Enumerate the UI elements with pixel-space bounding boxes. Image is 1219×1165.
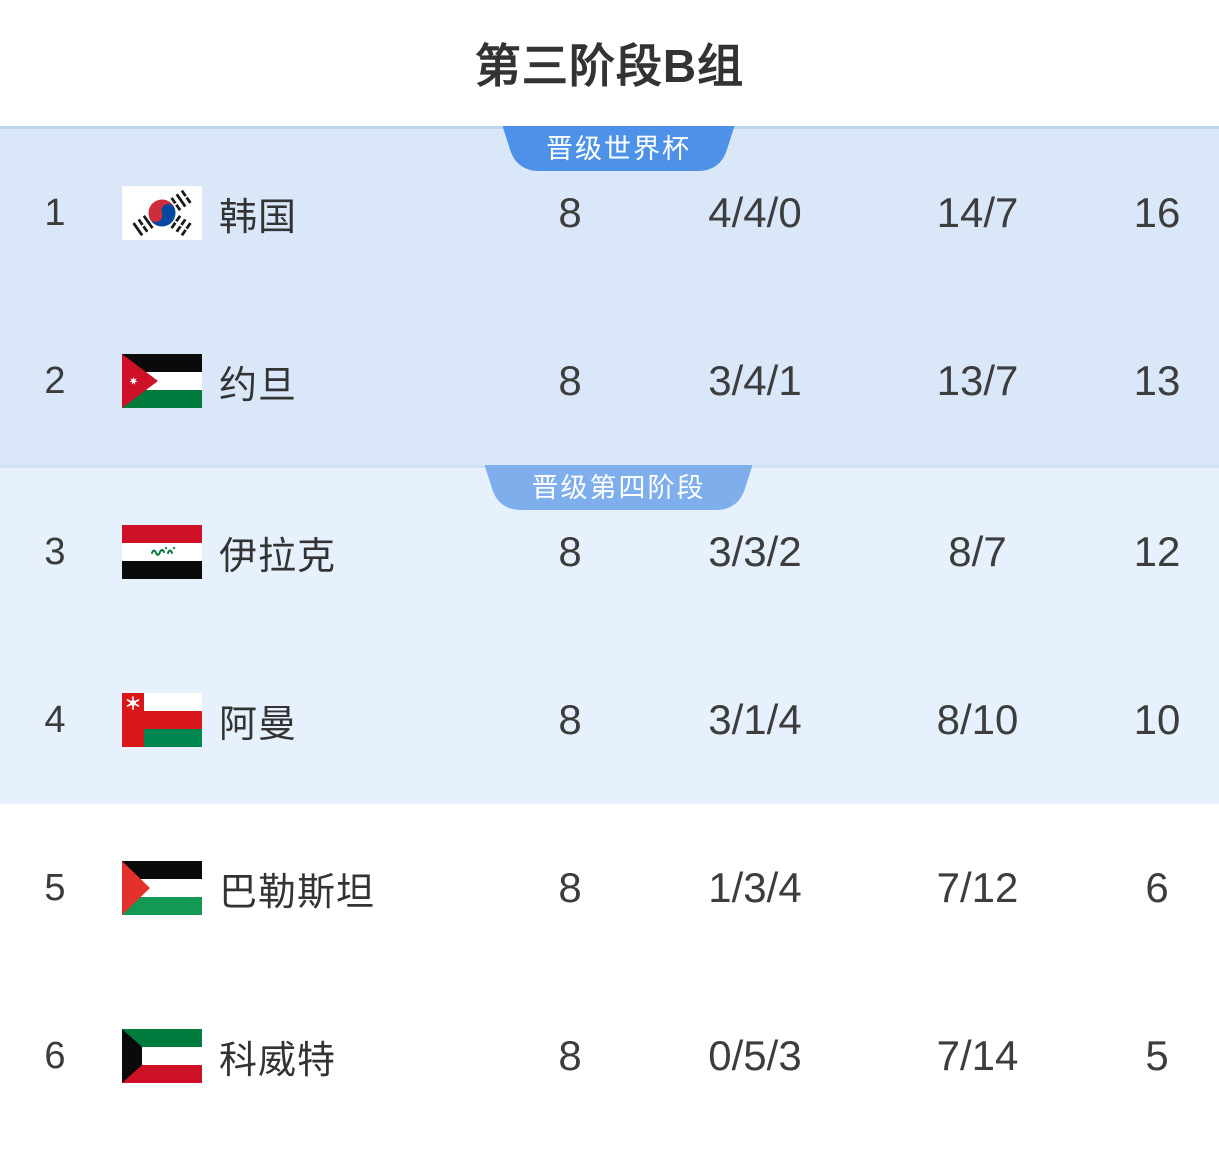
jordan-flag-icon	[110, 354, 205, 408]
points: 5	[1145, 1032, 1169, 1079]
points: 16	[1133, 189, 1181, 236]
table-row[interactable]: 3 伊拉克 8 3/3/2 8/7 12	[0, 468, 1219, 636]
win-draw-loss: 0/5/3	[708, 1032, 802, 1079]
rank-label: 6	[44, 1034, 66, 1077]
page-title: 第三阶段B组	[474, 40, 745, 92]
rank-label: 5	[44, 866, 66, 909]
points: 10	[1133, 696, 1181, 743]
goals-for-against: 14/7	[936, 189, 1019, 236]
palestine-flag-icon	[110, 861, 205, 915]
games-played: 8	[558, 864, 582, 911]
stage4-qualify-badge: 晋级第四阶段	[485, 465, 753, 510]
worldcup-qualify-badge: 晋级世界杯	[503, 126, 735, 171]
non-qualification-zone: 5 巴勒斯坦 8 1/3/4 7/12 6 6	[0, 804, 1219, 1140]
goals-for-against: 8/10	[936, 696, 1019, 743]
oman-flag-icon	[110, 693, 205, 747]
rank-label: 1	[44, 191, 66, 234]
table-row[interactable]: 2 约旦 8 3/4/1 13/7 13	[0, 297, 1219, 465]
points: 12	[1133, 528, 1181, 575]
games-played: 8	[558, 528, 582, 575]
win-draw-loss: 3/3/2	[708, 528, 802, 575]
table-row[interactable]: 4 阿曼 8 3/1/4 8/10 10	[0, 636, 1219, 804]
win-draw-loss: 3/1/4	[708, 696, 802, 743]
table-row[interactable]: 1	[0, 129, 1219, 297]
stage4-qualification-zone: 晋级第四阶段 3 伊拉克 8 3/3/2 8/7	[0, 465, 1219, 804]
games-played: 8	[558, 696, 582, 743]
win-draw-loss: 1/3/4	[708, 864, 802, 911]
worldcup-qualification-zone: 晋级世界杯 1	[0, 126, 1219, 465]
kuwait-flag-icon	[110, 1029, 205, 1083]
points: 13	[1133, 357, 1181, 404]
goals-for-against: 7/14	[936, 1032, 1019, 1079]
team-name: 伊拉克	[219, 535, 337, 578]
south-korea-flag-icon	[110, 186, 205, 240]
team-name: 韩国	[219, 196, 298, 239]
iraq-flag-icon	[110, 525, 205, 579]
games-played: 8	[558, 189, 582, 236]
rank-label: 4	[44, 698, 66, 741]
goals-for-against: 8/7	[948, 528, 1007, 575]
goals-for-against: 13/7	[936, 357, 1019, 404]
goals-for-against: 7/12	[936, 864, 1019, 911]
points: 6	[1145, 864, 1169, 911]
games-played: 8	[558, 357, 582, 404]
table-row[interactable]: 5 巴勒斯坦 8 1/3/4 7/12 6	[0, 804, 1219, 972]
table-row[interactable]: 6 科威特 8 0/5/3 7/14 5	[0, 972, 1219, 1140]
team-name: 约旦	[219, 364, 298, 407]
win-draw-loss: 4/4/0	[708, 189, 802, 236]
team-name: 科威特	[219, 1039, 337, 1082]
group-header: 第三阶段B组	[0, 0, 1219, 126]
games-played: 8	[558, 1032, 582, 1079]
team-name: 巴勒斯坦	[219, 871, 376, 914]
team-name: 阿曼	[219, 703, 298, 746]
rank-label: 2	[44, 359, 66, 402]
rank-label: 3	[44, 530, 66, 573]
win-draw-loss: 3/4/1	[708, 357, 802, 404]
